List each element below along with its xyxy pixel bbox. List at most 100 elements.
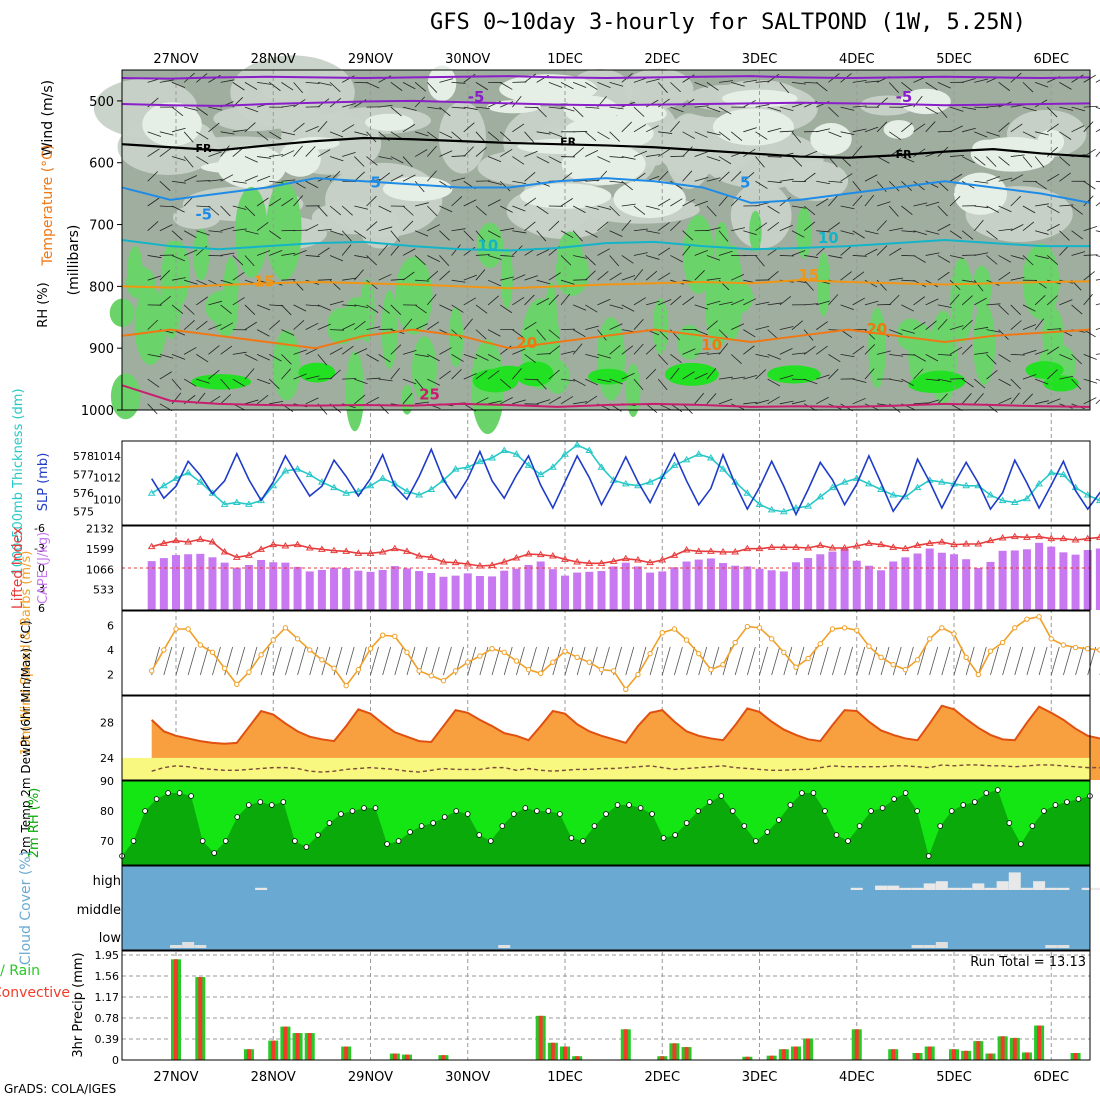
wind-barb	[645, 300, 660, 306]
cape-bar	[232, 567, 241, 610]
wind-barb	[196, 296, 209, 306]
wind-barb	[1022, 106, 1037, 112]
wind-barb	[390, 344, 402, 355]
wind-barb	[1046, 295, 1058, 306]
wind-barb-10m	[1075, 646, 1084, 676]
wind-barb	[791, 352, 806, 355]
cloud-low-bar	[182, 942, 195, 948]
wind-barb	[317, 228, 332, 232]
wind-barb	[998, 228, 1013, 232]
wind-barb	[560, 230, 574, 239]
wind-barb	[791, 378, 806, 381]
wind-barb	[998, 378, 1012, 387]
wind-barb	[305, 146, 316, 157]
wind-barb	[597, 378, 612, 383]
wind10m-line-point	[294, 636, 301, 642]
li-line-point	[743, 544, 752, 552]
wind-barb	[572, 147, 585, 157]
contour-label: -5	[896, 88, 913, 106]
wind-barb	[657, 354, 669, 365]
wind-barb	[548, 272, 561, 281]
thickness-line-point	[877, 485, 885, 492]
cape-bar	[281, 562, 290, 610]
wind-barb	[730, 354, 742, 365]
rh2-point	[418, 823, 425, 829]
cloud-high-bar	[984, 887, 997, 890]
precip-conv-bar	[295, 1033, 300, 1060]
wind-barb	[293, 122, 305, 133]
li-line-point	[719, 548, 727, 555]
slp-tick: 1014	[93, 450, 121, 463]
wind-barb	[974, 352, 989, 355]
wind-barb	[986, 105, 1001, 108]
wind-barb	[366, 195, 377, 207]
wind-barb	[779, 82, 790, 94]
wind-barb	[1059, 156, 1071, 167]
wind-barb	[171, 304, 184, 314]
cape-bar	[488, 576, 497, 610]
wind-barb-10m	[698, 646, 708, 676]
wind-barb	[147, 353, 162, 358]
wind-barb	[147, 221, 159, 232]
cloud-high-bar	[255, 887, 268, 890]
wind10m-line-point	[708, 666, 714, 673]
wind-barb	[828, 255, 843, 259]
wind10m-line-point	[574, 654, 580, 661]
wind-barb	[682, 371, 695, 380]
wind10m-line-point	[744, 623, 751, 630]
slp-tick: 1012	[93, 472, 121, 485]
wind-barb	[305, 347, 319, 355]
wind-barb	[402, 106, 417, 111]
wind-barb	[220, 393, 232, 405]
wind-barb	[1035, 255, 1049, 259]
wind-barb	[889, 247, 902, 256]
cloud-low-bar	[170, 945, 182, 948]
cloud-level-label: middle	[77, 903, 121, 918]
wind-barb	[609, 378, 623, 385]
wind-barb	[804, 81, 819, 84]
wind-barb	[706, 393, 717, 405]
rh-blob-mid	[438, 101, 487, 174]
rh2-point	[257, 799, 264, 805]
wind-barb	[1059, 375, 1074, 380]
thickness-line-point	[962, 481, 971, 489]
thickness-line-point	[245, 500, 253, 507]
wind-barb	[646, 230, 660, 234]
wind-barb	[269, 82, 281, 92]
date-label-bottom: 6DEC	[1033, 1070, 1069, 1085]
wind-barb-10m	[953, 646, 963, 676]
precip-tick: 1.56	[95, 970, 120, 983]
wind-barb	[281, 329, 295, 336]
wind-barb	[657, 82, 668, 94]
slp-line	[151, 447, 1100, 517]
wind-barb	[1010, 154, 1025, 157]
wind-barb	[512, 368, 522, 380]
wind-barb	[269, 154, 284, 157]
wind-barb	[256, 353, 271, 361]
cape-bar	[1059, 552, 1068, 610]
rh-blob-green	[127, 245, 143, 298]
li-line-point	[147, 542, 156, 550]
date-label-bottom: 27NOV	[153, 1070, 198, 1085]
wind-barb	[1010, 224, 1024, 232]
precip-conv-bar	[198, 977, 203, 1060]
wind-barb	[317, 81, 332, 86]
rh2-point	[741, 823, 748, 829]
wind-barb	[889, 353, 904, 357]
date-label-bottom: 28NOV	[251, 1070, 296, 1085]
rh2-point	[810, 790, 817, 796]
wind-barb	[888, 131, 902, 140]
wind-barb	[317, 323, 331, 331]
wind-barb	[840, 131, 855, 135]
wind-barb	[317, 247, 330, 256]
grads-credit: GrADS: COLA/IGES	[4, 1082, 117, 1096]
wind-barb	[925, 106, 939, 115]
wind-barb	[706, 320, 718, 330]
wind-barb	[876, 97, 888, 108]
wind-barb	[147, 403, 158, 415]
rh2-point	[464, 811, 471, 817]
ylabel-wind10m: 10m Wind Speed & Barbs (m/s)	[19, 551, 34, 756]
wind-barb	[244, 106, 259, 113]
rh2-point	[499, 823, 506, 829]
wind-barb	[864, 368, 875, 380]
